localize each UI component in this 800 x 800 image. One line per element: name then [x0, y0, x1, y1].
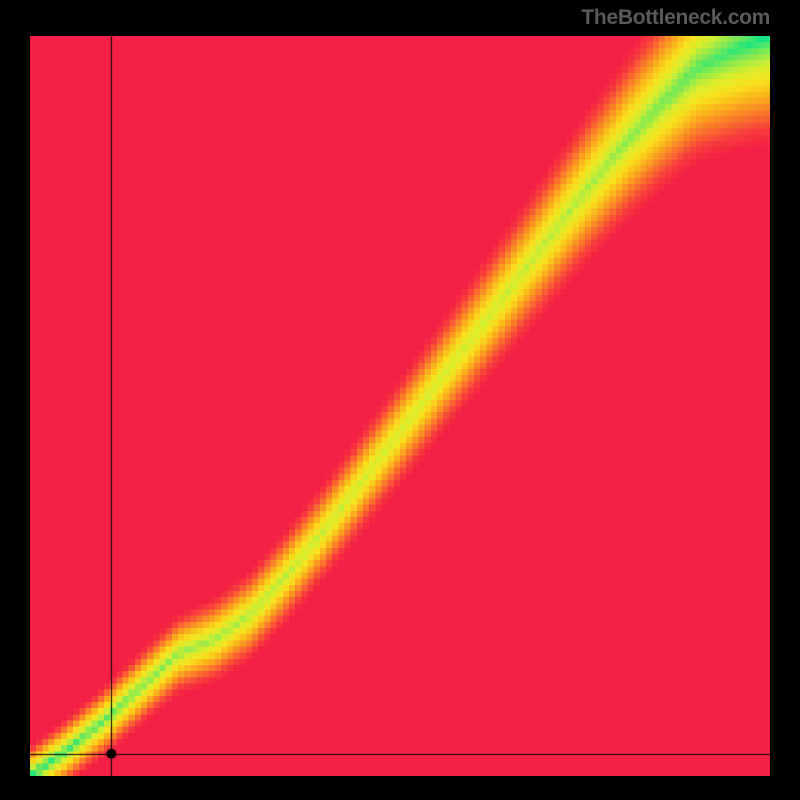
watermark-text: TheBottleneck.com	[581, 6, 770, 30]
chart-container: TheBottleneck.com	[0, 0, 800, 800]
bottleneck-heatmap	[30, 36, 770, 776]
